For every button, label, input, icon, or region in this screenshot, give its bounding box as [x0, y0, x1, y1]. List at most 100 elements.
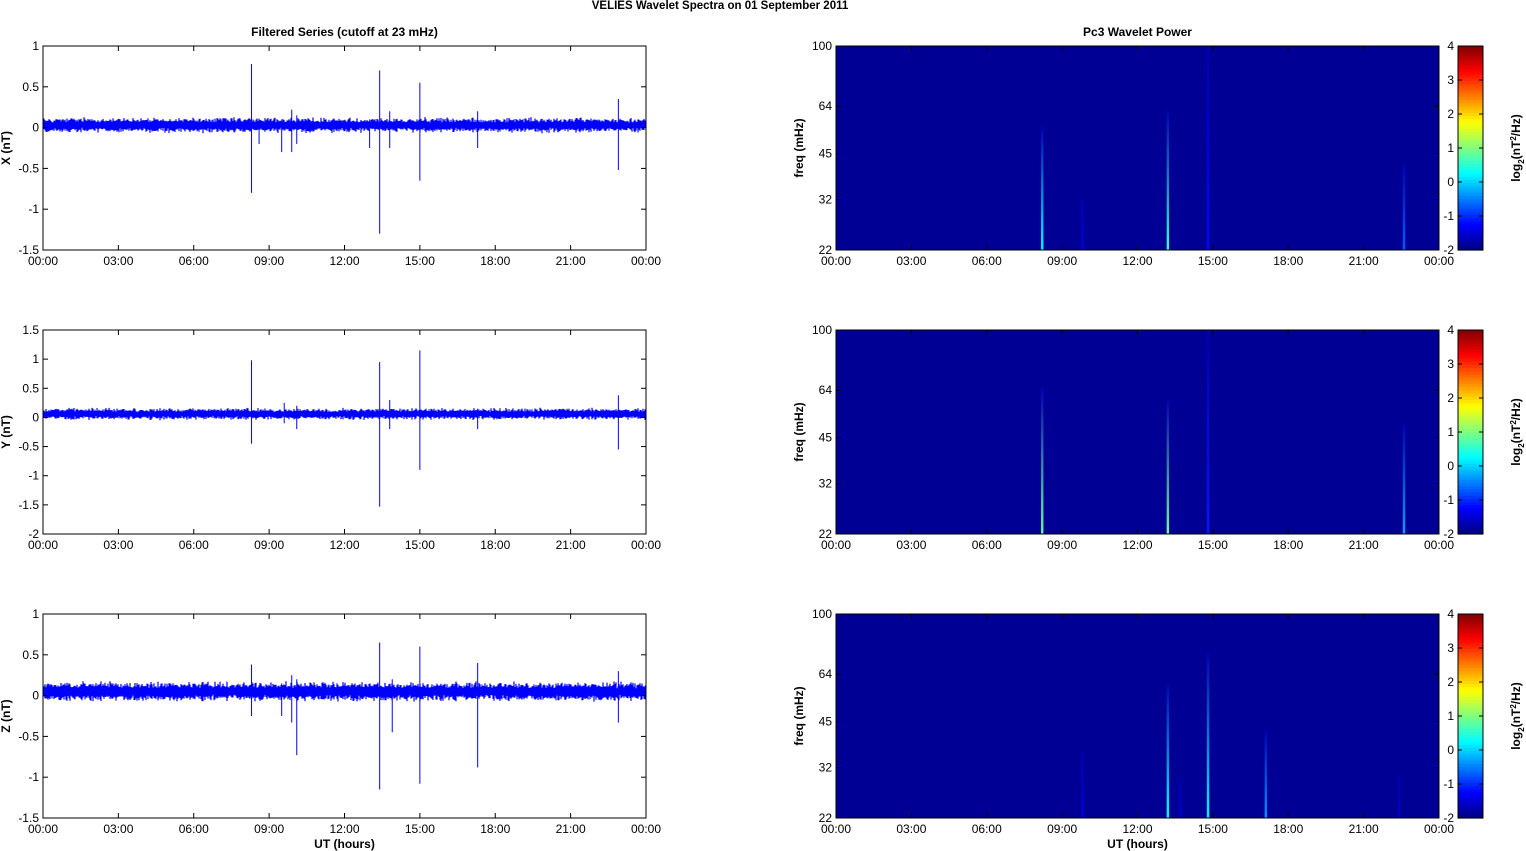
colorbar-label-part: 2: [1509, 136, 1518, 141]
colorbar-swatch: [1458, 234, 1483, 238]
colorbar-swatch: [1458, 170, 1483, 175]
colorbar-swatch: [1458, 527, 1483, 532]
x-tick-label: 12:00: [329, 254, 359, 268]
colorbar-swatch: [1458, 802, 1483, 806]
colorbar-swatch: [1458, 90, 1483, 95]
colorbar-swatch: [1458, 237, 1483, 242]
colorbar-swatch: [1458, 438, 1483, 443]
colorbar-swatch: [1458, 645, 1483, 650]
x-tick-label: 00:00: [821, 822, 851, 836]
colorbar-swatch: [1458, 422, 1483, 427]
wavelet-burst: [1166, 398, 1170, 534]
x-tick-label: 18:00: [1273, 254, 1303, 268]
colorbar-swatch: [1458, 690, 1483, 695]
colorbar-swatch: [1458, 138, 1483, 143]
x-tick-label: 21:00: [556, 822, 586, 836]
x-tick-label: 00:00: [821, 254, 851, 268]
y-tick-label: 100: [812, 323, 832, 337]
colorbar-swatch: [1458, 479, 1483, 484]
colorbar-swatch: [1458, 738, 1483, 743]
colorbar-swatch: [1458, 157, 1483, 162]
y-tick-label: 64: [819, 99, 833, 113]
colorbar-swatch: [1458, 649, 1483, 653]
colorbar-swatch: [1458, 202, 1483, 206]
colorbar-swatch: [1458, 680, 1483, 685]
colorbar-tick-label: 4: [1447, 607, 1454, 621]
x-tick-label: 15:00: [1198, 538, 1228, 552]
colorbar-swatch: [1458, 176, 1483, 181]
colorbar-swatch: [1458, 447, 1483, 452]
x-tick-label: 03:00: [103, 822, 133, 836]
panel-title: Filtered Series (cutoff at 23 mHz): [251, 25, 438, 39]
y-tick-label: 64: [819, 667, 833, 681]
colorbar-label-part: /Hz): [1509, 398, 1523, 420]
y-tick-label: 100: [812, 607, 832, 621]
colorbar-swatch: [1458, 349, 1483, 353]
x-tick-label: 09:00: [254, 822, 284, 836]
colorbar-swatch: [1458, 716, 1483, 720]
x-tick-label: 00:00: [1424, 538, 1454, 552]
colorbar-swatch: [1458, 703, 1483, 708]
colorbar-swatch: [1458, 179, 1483, 184]
y-tick-label: -0.5: [18, 161, 39, 175]
x-tick-label: 12:00: [1122, 822, 1152, 836]
colorbar-tick-label: 1: [1447, 141, 1454, 155]
colorbar-swatch: [1458, 339, 1483, 344]
x-tick-label: 06:00: [972, 538, 1002, 552]
colorbar-tick-label: 3: [1447, 357, 1454, 371]
colorbar-swatch: [1458, 636, 1483, 641]
colorbar-swatch: [1458, 93, 1483, 98]
y-tick-label: 0: [32, 121, 39, 135]
colorbar-swatch: [1458, 65, 1483, 69]
colorbar-tick-label: -1: [1443, 493, 1454, 507]
colorbar-swatch: [1458, 639, 1483, 644]
colorbar-swatch: [1458, 502, 1483, 506]
y-tick-label: 0.5: [22, 381, 39, 395]
colorbar-swatch: [1458, 205, 1483, 210]
series-trace: [43, 350, 646, 507]
colorbar-swatch: [1458, 336, 1483, 341]
colorbar-swatch: [1458, 214, 1483, 219]
colorbar-swatch: [1458, 218, 1483, 222]
colorbar-swatch: [1458, 521, 1483, 526]
colorbar-swatch: [1458, 444, 1483, 449]
x-tick-label: 06:00: [179, 538, 209, 552]
colorbar-swatch: [1458, 668, 1483, 672]
x-axis-label: UT (hours): [314, 837, 375, 851]
colorbar-swatch: [1458, 457, 1483, 462]
colorbar-swatch: [1458, 744, 1483, 749]
colorbar-swatch: [1458, 154, 1483, 159]
colorbar-label-part: log: [1509, 732, 1523, 750]
colorbar-swatch: [1458, 674, 1483, 679]
y-tick-label: -1: [28, 770, 39, 784]
x-tick-label: 00:00: [28, 254, 58, 268]
colorbar-swatch: [1458, 58, 1483, 63]
colorbar-swatch: [1458, 432, 1483, 436]
x-tick-label: 18:00: [480, 822, 510, 836]
colorbar-swatch: [1458, 393, 1483, 398]
y-tick-label: 32: [819, 477, 833, 491]
wavelet-burst: [1402, 423, 1406, 534]
colorbar-swatch: [1458, 620, 1483, 625]
colorbar-swatch: [1458, 518, 1483, 522]
colorbar-swatch: [1458, 345, 1483, 350]
plot-area: [43, 330, 646, 534]
colorbar-swatch: [1458, 371, 1483, 376]
x-axis-label: UT (hours): [1107, 837, 1168, 851]
wavelet-burst: [1166, 110, 1170, 251]
colorbar-swatch: [1458, 779, 1483, 784]
colorbar-swatch: [1458, 508, 1483, 513]
x-tick-label: 21:00: [556, 538, 586, 552]
colorbar-swatch: [1458, 617, 1483, 621]
colorbar-swatch: [1458, 387, 1483, 392]
colorbar-swatch: [1458, 365, 1483, 369]
y-tick-label: 1: [32, 607, 39, 621]
colorbar-swatch: [1458, 658, 1483, 663]
x-tick-label: 03:00: [103, 254, 133, 268]
series-trace: [43, 63, 646, 234]
colorbar-label-part: 2: [1509, 420, 1518, 425]
y-axis-label: X (nT): [0, 131, 13, 165]
y-tick-label: -1: [28, 469, 39, 483]
colorbar-swatch: [1458, 677, 1483, 682]
x-tick-label: 06:00: [972, 822, 1002, 836]
